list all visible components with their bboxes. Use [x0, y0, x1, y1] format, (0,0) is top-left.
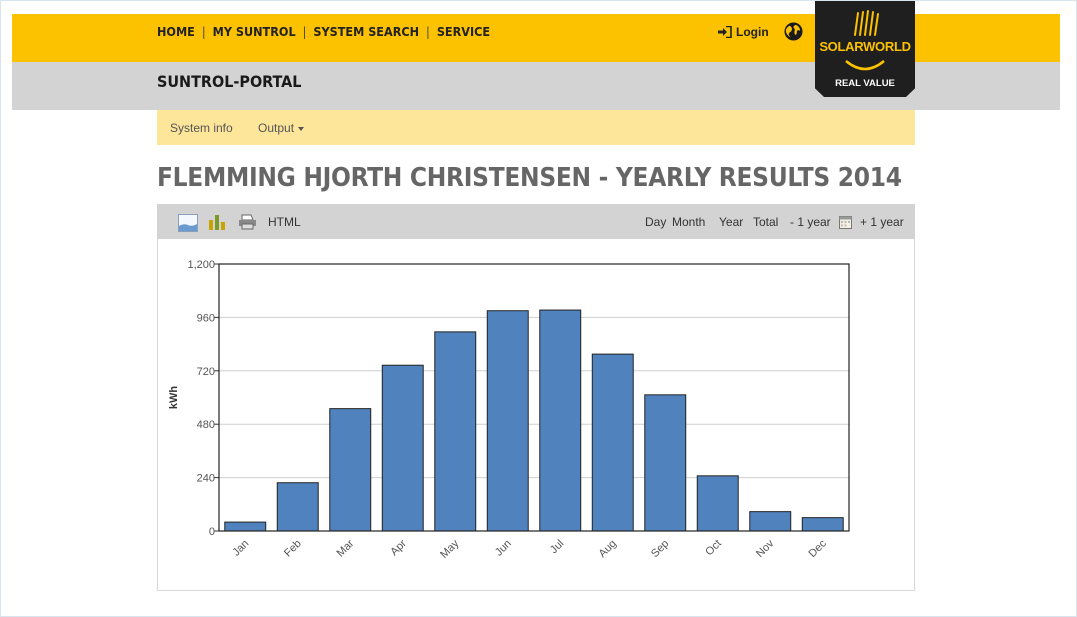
view-month-link[interactable]: Month — [672, 215, 706, 229]
sun-rays-logo-mark — [854, 10, 879, 36]
bar-mar — [329, 408, 372, 532]
y-tick-label: 480 — [197, 419, 215, 431]
bar-may — [434, 331, 477, 532]
plot-area-border — [218, 263, 850, 532]
bar-apr — [381, 364, 424, 532]
x-tick-label: Nov — [754, 537, 777, 560]
y-tick-label: 1,200 — [187, 259, 215, 271]
nav-separator: | — [426, 24, 430, 39]
x-tick-label: Apr — [388, 537, 409, 558]
y-axis-label: kWh — [168, 386, 180, 410]
secondary-nav: System info Output — [157, 110, 915, 145]
bar-aug — [591, 353, 634, 532]
x-tick-label: Feb — [282, 538, 304, 560]
subnav-output-dropdown[interactable]: Output — [258, 121, 305, 135]
main-nav: HOME | MY SUNTROL | SYSTEM SEARCH | SERV… — [157, 24, 490, 39]
view-day-link[interactable]: Day — [645, 215, 667, 229]
y-tick-label: 0 — [209, 526, 215, 538]
nav-service[interactable]: SERVICE — [436, 24, 491, 39]
area-chart-icon[interactable] — [178, 214, 198, 232]
yearly-results-bar-chart: 0 240 480 720 960 1,200 kWh Jan Feb Mar Apr May Jun J… — [168, 259, 850, 561]
y-tick-label: 240 — [197, 473, 215, 485]
y-tick-label: 960 — [197, 312, 215, 324]
subnav-system-info[interactable]: System info — [170, 121, 233, 135]
x-tick-label: Jul — [548, 538, 566, 556]
chart-toolbar: HTML Day Month Year Total - 1 year + 1 y… — [157, 204, 915, 239]
x-tick-label: Jan — [230, 538, 251, 559]
logo-brand-text: SOLARWORLD — [819, 39, 911, 54]
bar-sep — [644, 394, 687, 532]
bar-jan — [224, 521, 267, 532]
print-icon[interactable] — [238, 214, 257, 230]
bar-jul — [539, 309, 582, 532]
x-tick-label: Aug — [597, 538, 619, 560]
chart-panel — [157, 204, 915, 591]
globe-icon[interactable] — [784, 22, 803, 41]
y-tick-label: 720 — [197, 366, 215, 378]
nav-separator: | — [302, 24, 307, 39]
nav-home[interactable]: HOME — [157, 24, 195, 39]
x-tick-label: Dec — [807, 537, 830, 560]
x-tick-label: Oct — [703, 538, 724, 559]
x-tick-label: Sep — [649, 538, 671, 560]
portal-title: SUNTROL-PORTAL — [157, 72, 302, 91]
bar-nov — [749, 511, 792, 532]
x-tick-label: May — [438, 537, 462, 561]
login-arrow-icon — [718, 26, 732, 38]
html-export-link[interactable]: HTML — [268, 215, 301, 229]
login-link[interactable]: Login — [718, 25, 769, 39]
view-total-link[interactable]: Total — [753, 215, 779, 229]
previous-year-link[interactable]: - 1 year — [790, 215, 831, 229]
page-title: FLEMMING HJORTH CHRISTENSEN - YEARLY RES… — [157, 163, 902, 193]
nav-system-search[interactable]: SYSTEM SEARCH — [313, 24, 420, 39]
caret-down-icon — [298, 126, 305, 131]
nav-my-suntrol[interactable]: MY SUNTROL — [212, 24, 296, 39]
nav-separator: | — [201, 24, 206, 39]
x-tick-label: Mar — [334, 537, 356, 559]
bar-dec — [801, 517, 844, 532]
x-tick-label: Jun — [493, 538, 514, 559]
subnav-output-label: Output — [258, 121, 295, 135]
bar-jun — [486, 310, 529, 532]
next-year-link[interactable]: + 1 year — [860, 215, 904, 229]
view-year-link[interactable]: Year — [719, 215, 744, 229]
login-label: Login — [736, 25, 769, 39]
logo-smile-mark — [845, 60, 885, 71]
bar-oct — [696, 475, 739, 532]
logo-tagline: REAL VALUE — [835, 78, 895, 89]
bar-chart-icon[interactable] — [208, 213, 226, 231]
solarworld-logo[interactable]: SOLARWORLD REAL VALUE — [815, 1, 915, 97]
bar-feb — [276, 482, 319, 532]
calendar-icon[interactable] — [839, 215, 852, 229]
